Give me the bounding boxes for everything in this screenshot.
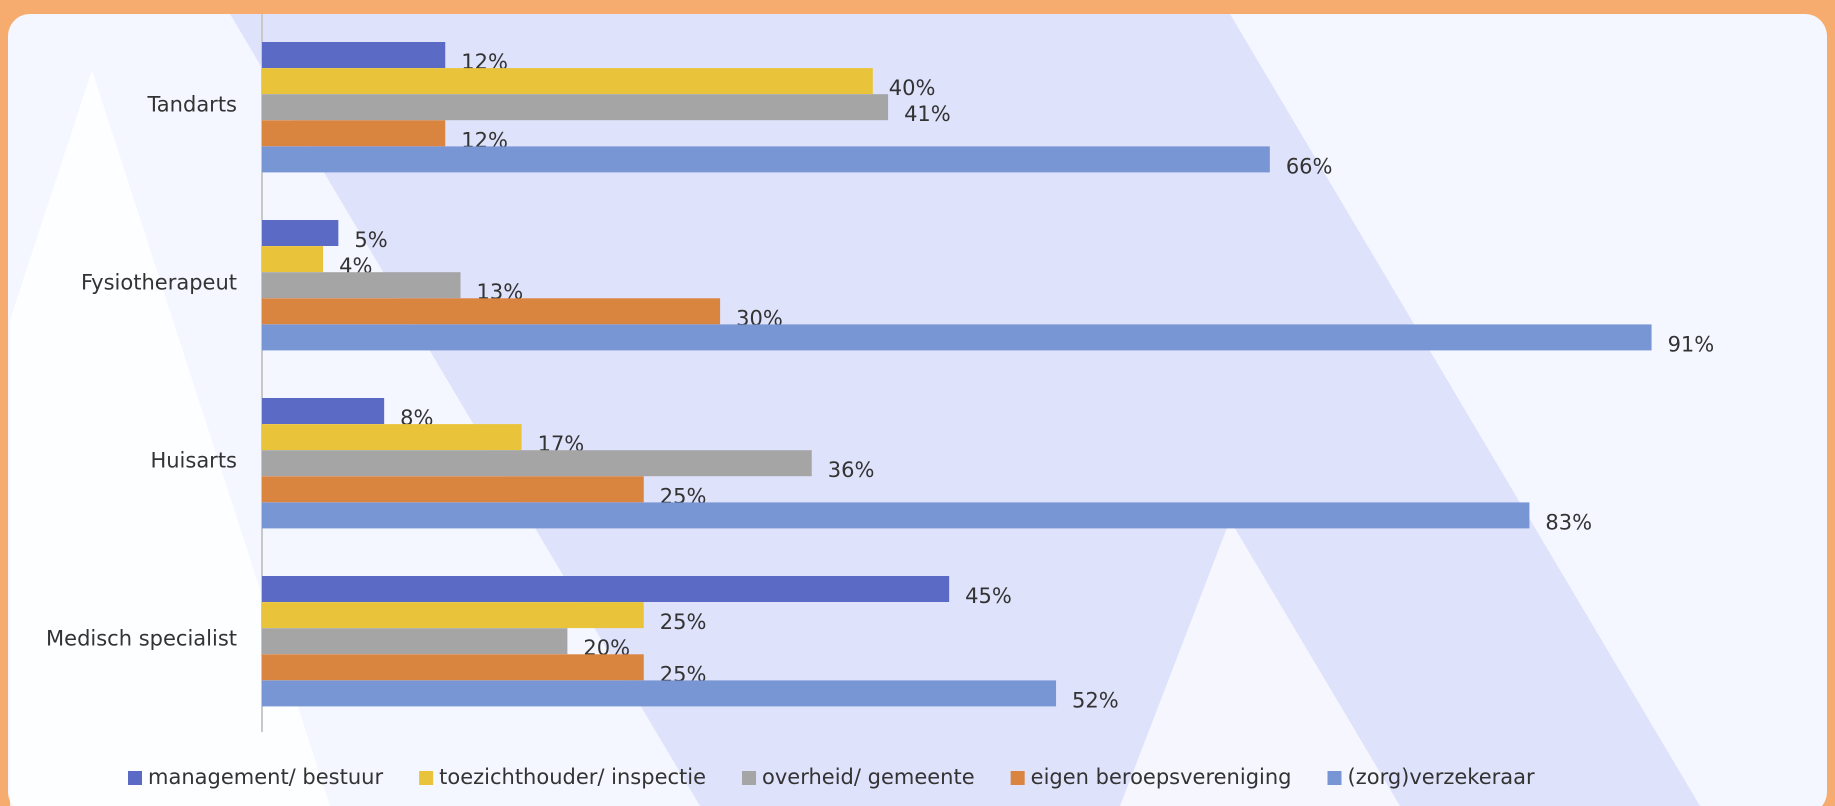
value-label: 25% (660, 610, 707, 634)
bar (262, 272, 461, 299)
bar (262, 120, 446, 147)
value-label: 40% (889, 76, 936, 100)
bar (262, 68, 873, 95)
bar (262, 298, 721, 325)
bar (262, 324, 1652, 351)
category-label: Tandarts (146, 92, 237, 116)
background-shape (10, 70, 330, 806)
value-label: 83% (1545, 510, 1592, 534)
legend-swatch (419, 771, 434, 785)
bar (262, 602, 644, 629)
bar (262, 146, 1270, 173)
legend-swatch (1010, 771, 1025, 785)
legend-swatch (1327, 771, 1342, 785)
value-label: 52% (1072, 688, 1119, 712)
bar (262, 42, 446, 68)
bar (262, 246, 324, 273)
bar (262, 398, 385, 424)
value-label: 45% (965, 584, 1012, 608)
value-label: 91% (1668, 332, 1715, 356)
category-label: Huisarts (150, 448, 237, 472)
bar (262, 502, 1530, 529)
bar (262, 94, 889, 121)
category-label: Fysiotherapeut (81, 270, 237, 294)
legend-label: (zorg)verzekeraar (1348, 765, 1535, 789)
background-shape (1120, 520, 1400, 806)
value-label: 5% (354, 228, 387, 252)
legend-label: toezichthouder/ inspectie (439, 765, 706, 789)
category-label: Medisch specialist (46, 626, 237, 650)
legend-swatch (742, 771, 757, 785)
value-label: 66% (1286, 154, 1333, 178)
bar (262, 654, 644, 681)
bar (262, 680, 1057, 707)
legend-label: eigen beroepsvereniging (1031, 765, 1292, 789)
legend-label: management/ bestuur (148, 765, 383, 789)
bar (262, 628, 568, 655)
legend-label: overheid/ gemeente (762, 765, 975, 789)
bar (262, 424, 522, 451)
bar (262, 450, 812, 477)
value-label: 41% (904, 102, 951, 126)
legend-swatch (128, 771, 142, 785)
value-label: 36% (828, 458, 875, 482)
bar (262, 220, 339, 246)
bar (262, 576, 950, 602)
bar (262, 476, 644, 503)
